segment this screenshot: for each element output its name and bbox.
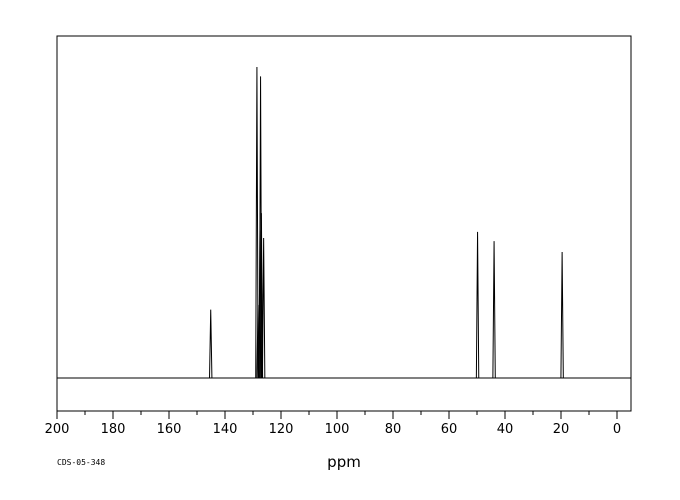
sample-code-label: CDS-05-348 — [57, 458, 105, 467]
x-axis-title: ppm — [327, 453, 361, 471]
tick-label-200: 200 — [45, 422, 70, 437]
tick-label-80: 80 — [385, 422, 402, 437]
peak-5 — [259, 213, 264, 379]
peak-0 — [209, 309, 213, 379]
peak-8 — [492, 241, 496, 379]
tick-label-100: 100 — [325, 422, 350, 437]
tick-label-60: 60 — [441, 422, 458, 437]
tick-label-0: 0 — [613, 422, 621, 437]
x-axis-ticks — [56, 411, 618, 419]
tick-label-120: 120 — [269, 422, 294, 437]
tick-label-40: 40 — [497, 422, 514, 437]
tick-label-160: 160 — [157, 422, 182, 437]
x-axis-tick-labels: 200 180 160 140 120 100 80 60 40 20 0 — [45, 422, 622, 437]
tick-label-180: 180 — [101, 422, 126, 437]
peak-1 — [255, 66, 259, 379]
plot-frame — [56, 35, 632, 412]
tick-label-20: 20 — [553, 422, 570, 437]
peak-6 — [261, 238, 266, 379]
peak-9 — [560, 252, 564, 379]
peak-7 — [475, 231, 480, 379]
peaks-group — [209, 66, 564, 379]
tick-label-140: 140 — [213, 422, 238, 437]
